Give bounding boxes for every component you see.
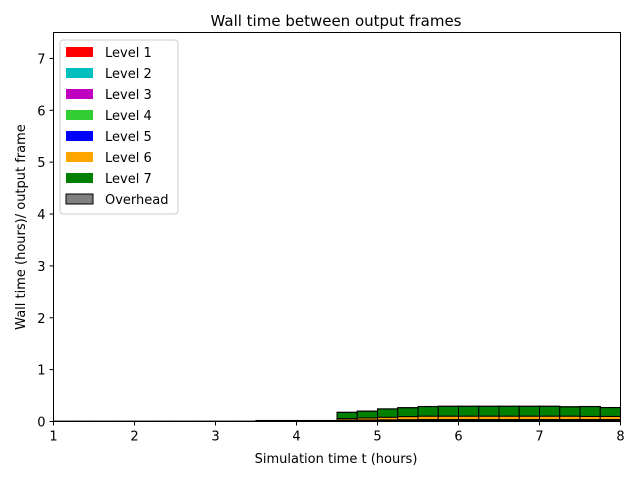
bars-group [53,405,621,423]
bar-segment-level-6-21 [478,415,500,421]
bar-segment-level-6-20 [458,415,480,421]
x-tick-label-5: 6 [454,430,462,445]
x-axis-label: Simulation time t (hours) [255,452,418,467]
x-tick-label-1: 2 [130,430,138,445]
x-tick-label-2: 3 [211,430,219,445]
legend-label-level-7: Level 7 [105,172,152,187]
legend-swatch-level-1 [66,47,93,57]
x-tick-label-0: 1 [49,430,57,445]
legend: Level 1 Level 2 Level 3 Level 4 Level 5 Level… [59,39,179,215]
y-tick-label-4: 4 [37,208,45,223]
bar-segment-level-7-18 [417,406,439,417]
y-axis-label: Wall time (hours)/ output frame [14,124,29,330]
plot-frame [53,32,621,422]
y-tick-label-3: 3 [37,260,45,275]
x-tick-label-6: 7 [535,430,543,445]
y-tick-label-1: 1 [37,364,45,379]
x-tick-label-3: 4 [292,430,300,445]
bar-segment-level-6-22 [498,415,520,421]
legend-label-level-3: Level 3 [105,88,152,103]
y-tick-label-6: 6 [37,104,45,119]
legend-swatch-overhead [65,193,94,205]
bar-segment-level-7-27 [599,407,621,417]
y-axis-ticks: 0 1 2 3 4 5 6 7 [37,52,54,431]
y-tick-label-7: 7 [37,52,45,67]
bar-segment-level-6-25 [559,415,581,421]
legend-swatch-level-2 [66,68,93,78]
legend-label-level-4: Level 4 [105,109,152,124]
bar-segment-level-7-20 [458,405,480,417]
bar-segment-level-7-19 [437,405,459,417]
y-tick-label-0: 0 [37,416,45,431]
bar-segment-level-7-21 [478,405,500,417]
chart-title: Wall time between output frames [211,12,462,30]
bar-segment-level-6-18 [417,415,439,421]
legend-swatch-level-7 [66,173,93,183]
bar-segment-level-6-24 [539,415,561,421]
legend-label-level-6: Level 6 [105,151,152,166]
bar-segment-level-7-17 [397,407,419,418]
legend-box [59,39,179,215]
legend-label-overhead: Overhead [105,193,169,208]
x-axis-ticks: 1 2 3 4 5 6 7 8 [49,421,625,445]
legend-swatch-level-5 [66,131,93,141]
bar-segment-level-7-26 [579,406,601,417]
legend-label-level-1: Level 1 [105,46,152,61]
bar-segment-level-7-16 [377,408,399,418]
legend-swatch-level-3 [66,89,93,99]
y-tick-label-5: 5 [37,156,45,171]
bar-segment-level-7-25 [559,406,581,417]
bar-segment-level-7-22 [498,405,520,417]
bar-segment-level-7-15 [356,410,378,419]
x-tick-label-7: 8 [616,430,624,445]
bar-segment-level-7-24 [539,405,561,417]
legend-swatch-level-6 [66,152,93,162]
legend-label-level-2: Level 2 [105,67,152,82]
y-tick-label-2: 2 [37,312,45,327]
legend-swatch-level-4 [66,110,93,120]
bar-segment-level-7-23 [518,405,540,417]
bar-segment-level-6-19 [437,415,459,421]
x-tick-label-4: 5 [373,430,381,445]
bar-segment-level-6-23 [518,415,540,421]
bar-segment-level-7-14 [336,411,358,420]
legend-label-level-5: Level 5 [105,130,152,145]
